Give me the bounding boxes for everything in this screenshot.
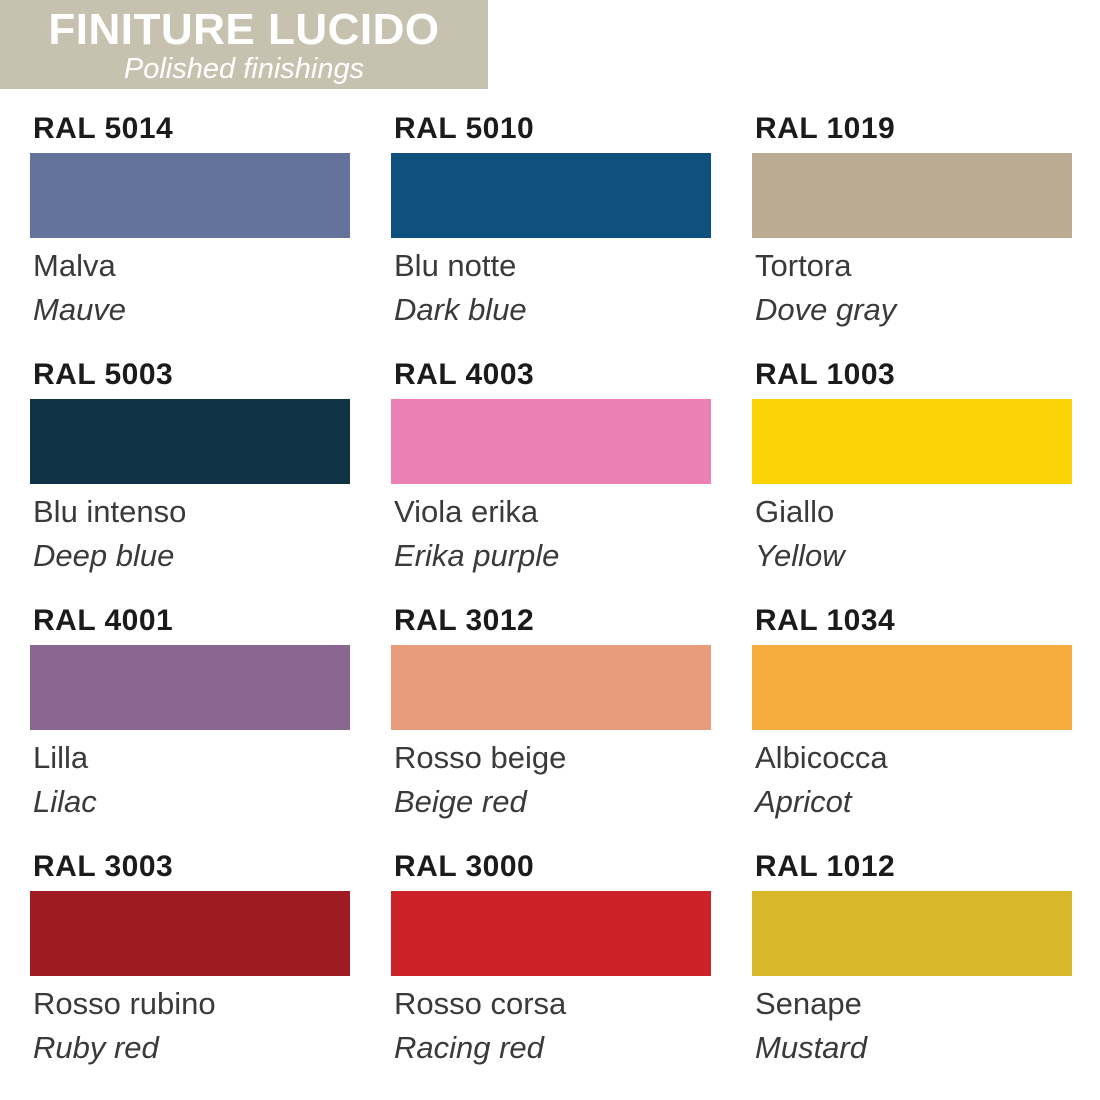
color-name-italian: Blu intenso xyxy=(33,494,187,529)
color-swatch xyxy=(30,891,350,976)
color-name-english: Mustard xyxy=(755,1030,867,1065)
color-swatch xyxy=(391,399,711,484)
swatch-cell: RAL 1034 Albicocca Apricot xyxy=(752,604,1072,821)
color-name-italian: Tortora xyxy=(755,248,852,283)
color-name-english: Mauve xyxy=(33,292,127,327)
swatch-cell: RAL 5003 Blu intenso Deep blue xyxy=(30,358,350,575)
color-name-english: Dove gray xyxy=(755,292,897,327)
color-name-italian: Rosso corsa xyxy=(394,986,567,1021)
ral-code: RAL 5003 xyxy=(33,358,174,391)
color-swatch xyxy=(752,891,1072,976)
swatch-cell: RAL 1012 Senape Mustard xyxy=(752,850,1072,1067)
ral-code: RAL 5014 xyxy=(33,112,174,145)
ral-code: RAL 3003 xyxy=(33,850,174,883)
color-name-english: Deep blue xyxy=(33,538,175,573)
color-swatch xyxy=(391,153,711,238)
color-name-italian: Rosso beige xyxy=(394,740,567,775)
swatch-cell: RAL 5014 Malva Mauve xyxy=(30,112,350,329)
swatch-cell: RAL 3012 Rosso beige Beige red xyxy=(391,604,711,821)
color-swatch xyxy=(30,645,350,730)
color-name-english: Lilac xyxy=(33,784,97,819)
color-name-italian: Albicocca xyxy=(755,740,888,775)
ral-code: RAL 3000 xyxy=(394,850,535,883)
color-name-english: Apricot xyxy=(755,784,852,819)
color-name-italian: Senape xyxy=(755,986,862,1021)
swatch-cell: RAL 3000 Rosso corsa Racing red xyxy=(391,850,711,1067)
color-name-italian: Giallo xyxy=(755,494,835,529)
swatch-cell: RAL 1003 Giallo Yellow xyxy=(752,358,1072,575)
ral-code: RAL 1003 xyxy=(755,358,896,391)
swatch-cell: RAL 3003 Rosso rubino Ruby red xyxy=(30,850,350,1067)
color-name-english: Dark blue xyxy=(394,292,527,327)
color-name-italian: Rosso rubino xyxy=(33,986,216,1021)
swatch-cell: RAL 5010 Blu notte Dark blue xyxy=(391,112,711,329)
swatch-grid: RAL 5014 Malva Mauve RAL 5010 Blu notte … xyxy=(30,112,1076,1067)
color-swatch xyxy=(391,891,711,976)
color-swatch xyxy=(30,399,350,484)
ral-code: RAL 5010 xyxy=(394,112,535,145)
color-name-italian: Lilla xyxy=(33,740,89,775)
color-name-italian: Viola erika xyxy=(394,494,539,529)
color-swatch xyxy=(752,399,1072,484)
color-swatch xyxy=(391,645,711,730)
color-name-english: Erika purple xyxy=(394,538,560,573)
ral-code: RAL 4001 xyxy=(33,604,174,637)
color-name-italian: Blu notte xyxy=(394,248,517,283)
swatch-cell: RAL 4003 Viola erika Erika purple xyxy=(391,358,711,575)
ral-code: RAL 1012 xyxy=(755,850,896,883)
swatch-cell: RAL 1019 Tortora Dove gray xyxy=(752,112,1072,329)
color-name-english: Racing red xyxy=(394,1030,544,1065)
color-swatch xyxy=(752,645,1072,730)
color-name-english: Yellow xyxy=(755,538,845,573)
color-swatch xyxy=(30,153,350,238)
page-title: FINITURE LUCIDO xyxy=(48,4,440,54)
page-subtitle: Polished finishings xyxy=(123,52,365,85)
color-swatch xyxy=(752,153,1072,238)
swatch-cell: RAL 4001 Lilla Lilac xyxy=(30,604,350,821)
color-name-english: Ruby red xyxy=(33,1030,159,1065)
ral-code: RAL 3012 xyxy=(394,604,535,637)
ral-code: RAL 1019 xyxy=(755,112,896,145)
ral-code: RAL 1034 xyxy=(755,604,896,637)
color-name-english: Beige red xyxy=(394,784,527,819)
ral-code: RAL 4003 xyxy=(394,358,535,391)
header-banner: FINITURE LUCIDO Polished finishings xyxy=(0,0,488,89)
color-name-italian: Malva xyxy=(33,248,116,283)
